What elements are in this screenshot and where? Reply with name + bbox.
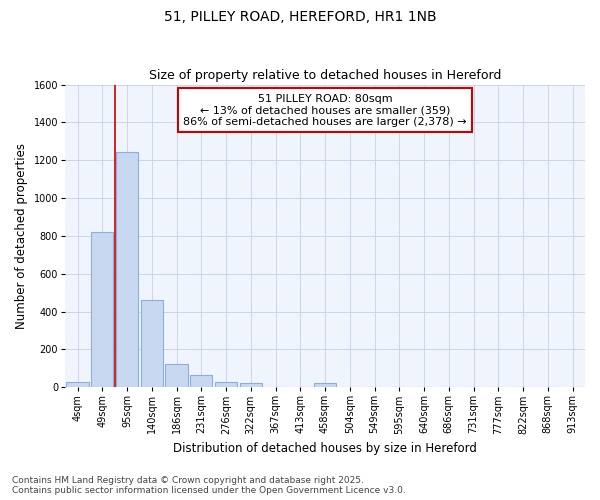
Bar	[140, 300, 163, 387]
Text: 51, PILLEY ROAD, HEREFORD, HR1 1NB: 51, PILLEY ROAD, HEREFORD, HR1 1NB	[164, 10, 436, 24]
Bar	[215, 382, 237, 387]
Title: Size of property relative to detached houses in Hereford: Size of property relative to detached ho…	[149, 69, 501, 82]
X-axis label: Distribution of detached houses by size in Hereford: Distribution of detached houses by size …	[173, 442, 477, 455]
Bar	[239, 384, 262, 387]
Bar	[166, 364, 188, 387]
Text: 51 PILLEY ROAD: 80sqm
← 13% of detached houses are smaller (359)
86% of semi-det: 51 PILLEY ROAD: 80sqm ← 13% of detached …	[183, 94, 467, 127]
Y-axis label: Number of detached properties: Number of detached properties	[15, 143, 28, 329]
Bar	[116, 152, 138, 387]
Bar	[314, 384, 336, 387]
Bar	[190, 375, 212, 387]
Bar	[91, 232, 113, 387]
Bar	[67, 382, 89, 387]
Text: Contains HM Land Registry data © Crown copyright and database right 2025.
Contai: Contains HM Land Registry data © Crown c…	[12, 476, 406, 495]
